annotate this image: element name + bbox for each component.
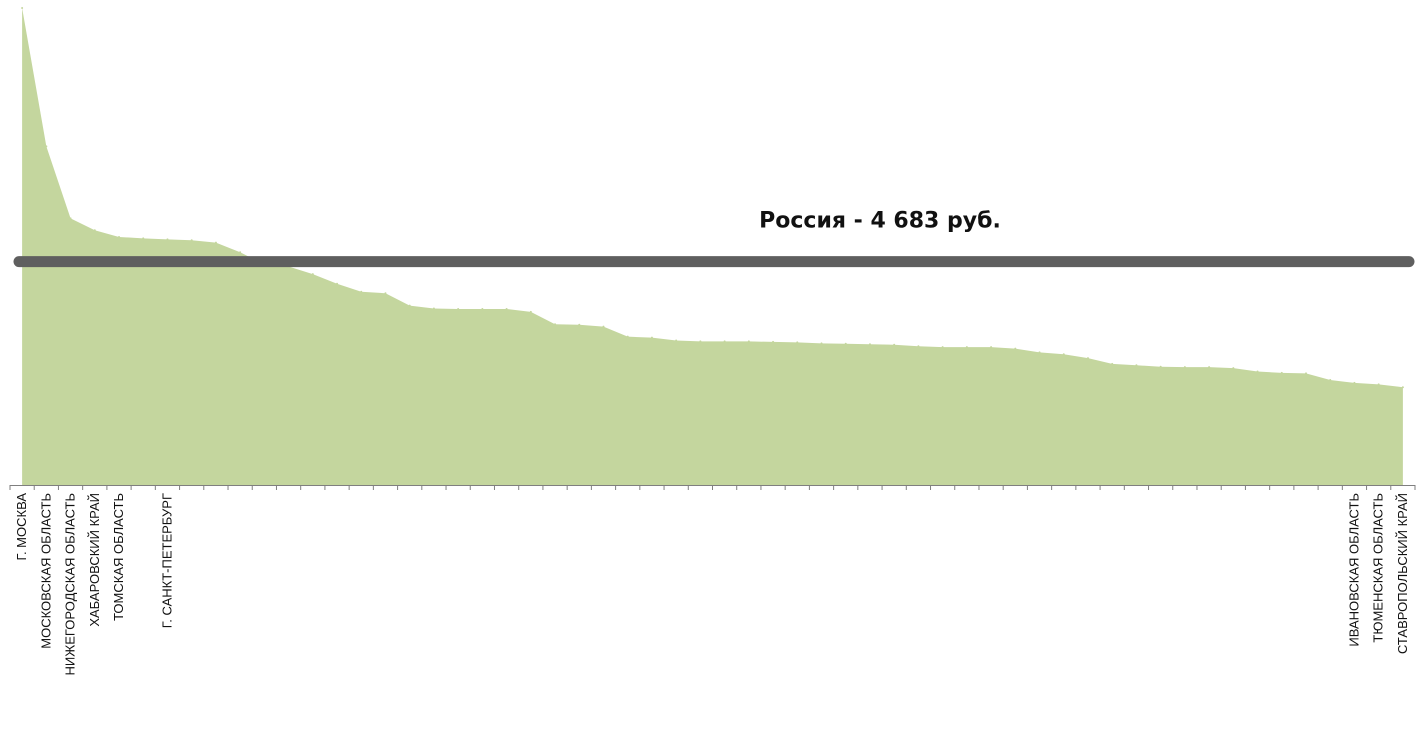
data-point: [214, 241, 217, 244]
data-point: [1232, 367, 1235, 370]
data-point: [457, 307, 460, 310]
x-tick-label: ХАБАРОВСКИЙ КРАЙ: [87, 493, 102, 627]
x-tick-label: ТОМСКАЯ ОБЛАСТЬ: [111, 493, 126, 621]
x-tick-label: ТЮМЕНСКАЯ ОБЛАСТЬ: [1371, 493, 1386, 643]
russia-average-label: Россия - 4 683 руб.: [759, 209, 1001, 234]
data-point: [1304, 372, 1307, 375]
data-point: [699, 340, 702, 343]
x-tick-label: Г. САНКТ-ПЕТЕРБУРГ: [159, 493, 174, 628]
data-point: [747, 340, 750, 343]
data-point: [1401, 386, 1404, 389]
data-point: [965, 346, 968, 349]
data-point: [1111, 362, 1114, 365]
data-point: [1208, 366, 1211, 369]
data-point: [796, 341, 799, 344]
data-point: [1280, 371, 1283, 374]
data-point: [820, 342, 823, 345]
data-point: [723, 340, 726, 343]
data-point: [93, 229, 96, 232]
data-point: [21, 7, 24, 9]
data-point: [45, 145, 48, 148]
data-point: [844, 342, 847, 345]
data-point: [142, 237, 145, 240]
x-tick-label: ИВАНОВСКАЯ ОБЛАСТЬ: [1346, 493, 1361, 647]
data-point: [1377, 383, 1380, 386]
data-point: [602, 325, 605, 328]
area-series: [22, 8, 1403, 485]
data-point: [650, 336, 653, 339]
data-point: [1353, 381, 1356, 384]
data-point: [1086, 357, 1089, 360]
data-point: [311, 273, 314, 276]
data-point: [529, 310, 532, 313]
data-point: [893, 343, 896, 346]
data-point: [1159, 365, 1162, 368]
data-point: [554, 323, 557, 326]
data-point: [1038, 351, 1041, 354]
data-point: [917, 345, 920, 348]
data-point: [1256, 370, 1259, 373]
data-point: [384, 292, 387, 295]
data-point: [1014, 347, 1017, 350]
data-point: [1329, 379, 1332, 382]
data-point: [408, 304, 411, 307]
data-point: [990, 346, 993, 349]
x-tick-label: Г. МОСКВА: [14, 493, 29, 561]
x-tick-label: МОСКОВСКАЯ ОБЛАСТЬ: [38, 493, 53, 649]
data-point: [505, 307, 508, 310]
data-point: [69, 217, 72, 220]
data-point: [166, 238, 169, 241]
data-point: [868, 343, 871, 346]
data-point: [1062, 353, 1065, 356]
data-point: [481, 307, 484, 310]
data-point: [941, 346, 944, 349]
x-tick-label: СТАВРОПОЛЬСКИЙ КРАЙ: [1395, 493, 1410, 654]
data-point: [360, 290, 363, 293]
data-point: [626, 335, 629, 338]
data-point: [772, 340, 775, 343]
data-point: [239, 251, 242, 254]
data-point: [578, 323, 581, 326]
data-point: [432, 307, 435, 310]
data-point: [1135, 364, 1138, 367]
x-tick-label: НИЖЕГОРОДСКАЯ ОБЛАСТЬ: [63, 493, 78, 675]
data-point: [190, 239, 193, 242]
data-point: [336, 282, 339, 285]
data-point: [675, 339, 678, 342]
data-point: [118, 235, 121, 238]
data-point: [1183, 366, 1186, 369]
